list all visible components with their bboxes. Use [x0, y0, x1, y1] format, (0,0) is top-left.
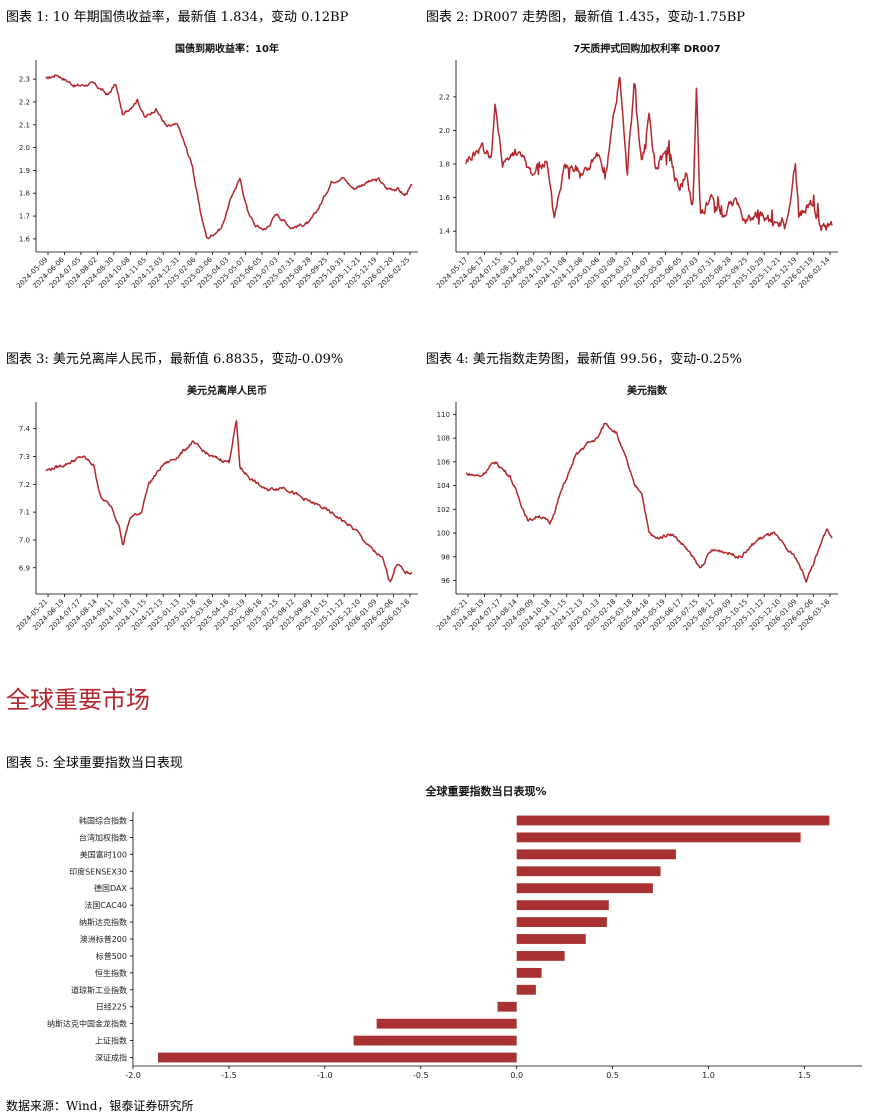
- bar: [157, 1052, 517, 1063]
- x-tick-label: -0.5: [413, 1071, 429, 1080]
- y-tick-label: 102: [437, 506, 450, 514]
- figure-3-caption: 图表 3: 美元兑离岸人民币，最新值 6.8835，变动-0.09%: [6, 352, 344, 367]
- source-note: 数据来源：Wind，银泰证券研究所: [6, 1099, 194, 1113]
- bar: [516, 900, 609, 911]
- chart-title: 全球重要指数当日表现%: [424, 784, 546, 798]
- category-label: 德国DAX: [94, 883, 127, 893]
- y-tick-label: 96: [441, 577, 450, 585]
- y-tick-label: 1.6: [19, 235, 31, 243]
- y-tick-label: 7.3: [19, 453, 30, 461]
- y-tick-label: 1.8: [439, 161, 450, 169]
- category-label: 恒生指数: [95, 968, 127, 978]
- y-tick-label: 2.0: [19, 144, 30, 152]
- figure-1-caption: 图表 1: 10 年期国债收益率，最新值 1.834，变动 0.12BP: [6, 10, 349, 25]
- y-tick-label: 7.1: [19, 509, 30, 517]
- category-label: 上证指数: [95, 1036, 127, 1046]
- x-tick-label: -1.0: [317, 1071, 333, 1080]
- category-label: 法国CAC40: [84, 900, 127, 910]
- x-tick-label: 0.5: [606, 1071, 619, 1080]
- x-tick-label: -2.0: [125, 1071, 141, 1080]
- y-tick-label: 1.6: [439, 194, 451, 202]
- y-tick-label: 2.0: [439, 127, 450, 135]
- category-label: 印度SENSEX30: [69, 866, 127, 876]
- y-tick-label: 104: [437, 482, 451, 490]
- y-tick-label: 1.4: [439, 228, 451, 236]
- category-label: 韩国综合指数: [79, 815, 127, 825]
- y-tick-label: 1.8: [19, 190, 30, 198]
- y-tick-label: 7.2: [19, 481, 30, 489]
- x-tick-label: 0.0: [510, 1071, 523, 1080]
- category-label: 道琼斯工业指数: [71, 985, 127, 995]
- y-tick-label: 100: [437, 530, 450, 538]
- bar: [516, 951, 565, 961]
- bar: [516, 934, 586, 944]
- bar: [516, 815, 830, 826]
- bar: [516, 883, 653, 894]
- bar: [497, 1001, 517, 1012]
- figure-2-caption: 图表 2: DR007 走势图，最新值 1.435，变动-1.75BP: [426, 10, 746, 25]
- y-tick-label: 2.2: [19, 98, 30, 106]
- section-title: 全球重要市场: [6, 686, 150, 714]
- y-tick-label: 106: [437, 458, 451, 466]
- chart-title: 美元指数: [627, 384, 668, 397]
- bar: [376, 1018, 517, 1029]
- category-label: 台湾加权指数: [79, 832, 127, 842]
- bar: [516, 866, 661, 877]
- y-tick-label: 2.2: [439, 93, 450, 101]
- category-label: 澳洲标普200: [80, 934, 127, 944]
- dollar-index-chart: 美元指数96981001021041061081102024-05-212024…: [435, 384, 838, 632]
- x-tick-label: 1.5: [798, 1071, 811, 1080]
- x-tick-label: 1.0: [702, 1071, 715, 1080]
- y-tick-label: 98: [441, 553, 450, 561]
- y-tick-label: 7.0: [19, 536, 30, 544]
- chart-title: 国债到期收益率：10年: [175, 42, 279, 55]
- bar: [516, 832, 801, 843]
- y-tick-label: 110: [437, 411, 450, 419]
- figure-5-caption: 图表 5: 全球重要指数当日表现: [6, 756, 183, 771]
- bond-yield-chart: 国债到期收益率：10年1.61.71.81.92.02.12.22.32024-…: [15, 42, 418, 290]
- y-tick-label: 1.9: [19, 167, 30, 175]
- y-tick-label: 2.1: [19, 121, 30, 129]
- y-tick-label: 7.4: [19, 425, 31, 433]
- bar: [516, 849, 676, 860]
- x-tick-label: -1.5: [221, 1071, 237, 1080]
- bar: [516, 967, 542, 978]
- series-line: [465, 422, 833, 583]
- y-tick-label: 1.7: [19, 213, 30, 221]
- category-label: 深证成指: [95, 1053, 127, 1063]
- category-label: 纳斯达克指数: [79, 917, 127, 927]
- y-tick-label: 6.9: [19, 564, 30, 572]
- category-label: 日经225: [96, 1002, 127, 1012]
- figure-4-caption: 图表 4: 美元指数走势图，最新值 99.56，变动-0.25%: [426, 352, 742, 367]
- chart-title: 美元兑离岸人民币: [187, 384, 267, 397]
- category-label: 纳斯达克中国金龙指数: [47, 1019, 127, 1029]
- y-tick-label: 2.3: [19, 76, 30, 84]
- dr007-chart: 7天质押式回购加权利率 DR0071.41.61.82.02.22024-05-…: [435, 42, 838, 290]
- bar: [516, 917, 607, 927]
- y-tick-label: 108: [437, 435, 450, 443]
- usdcnh-chart: 美元兑离岸人民币6.97.07.17.27.37.42024-05-212024…: [15, 384, 418, 632]
- bar: [516, 984, 536, 995]
- category-label: 标普500: [96, 951, 127, 961]
- series-line: [465, 76, 833, 232]
- series-line: [45, 420, 413, 583]
- chart-title: 7天质押式回购加权利率 DR007: [573, 42, 720, 55]
- category-label: 美国富时100: [80, 849, 127, 859]
- series-line: [45, 74, 413, 240]
- bar: [353, 1035, 517, 1046]
